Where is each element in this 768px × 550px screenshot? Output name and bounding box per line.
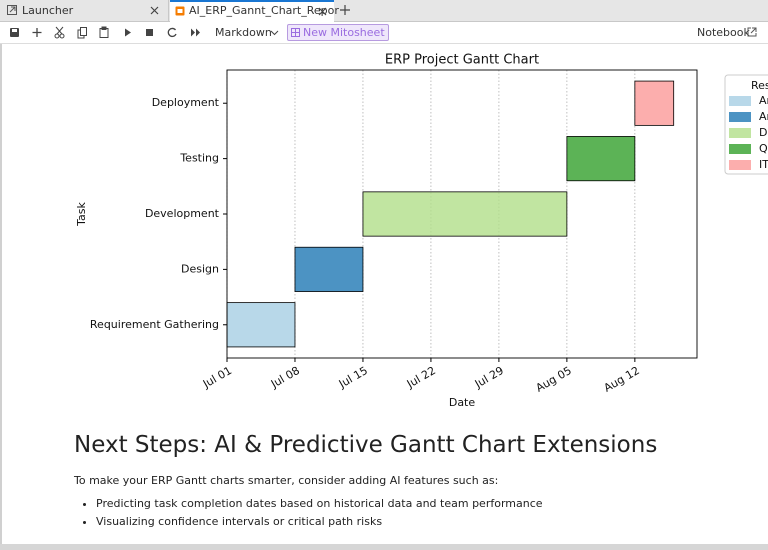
x-tick-label: Aug 12 xyxy=(602,364,642,395)
legend-swatch xyxy=(729,128,751,138)
cell-type-dropdown[interactable]: Markdown xyxy=(215,26,272,39)
paste-button[interactable] xyxy=(99,26,109,38)
notebook-toolbar: Markdown New Mitosheet Notebook xyxy=(0,22,768,44)
x-tick-label: Aug 05 xyxy=(534,364,574,395)
legend-label: Q xyxy=(759,142,768,155)
markdown-list: Predicting task completion dates based o… xyxy=(74,497,754,528)
run-button[interactable] xyxy=(125,28,131,37)
cell-border xyxy=(0,44,2,544)
cut-button[interactable] xyxy=(54,26,65,39)
external-icon xyxy=(747,27,757,37)
chart-title: ERP Project Gantt Chart xyxy=(385,53,539,68)
x-tick-label: Jul 29 xyxy=(472,364,506,391)
y-tick-label: Development xyxy=(145,207,220,220)
tab-bar: Launcher AI_ERP_Gannt_Chart_Repor xyxy=(0,0,768,22)
notebook-icon xyxy=(175,6,185,16)
dropdown-caret xyxy=(270,30,279,36)
list-item: Visualizing confidence intervals or crit… xyxy=(96,515,754,528)
new-tab-button[interactable] xyxy=(339,4,351,16)
scrollbar xyxy=(0,544,768,550)
stop-button[interactable] xyxy=(146,29,153,36)
kernel-link[interactable]: Notebook xyxy=(697,26,750,39)
legend-title: Res xyxy=(751,79,768,92)
task-bar xyxy=(226,302,296,348)
mitosheet-button[interactable]: New Mitosheet xyxy=(287,24,389,41)
x-tick-label: Jul 08 xyxy=(268,364,302,391)
mitosheet-icon xyxy=(291,28,300,37)
legend-label: IT xyxy=(759,158,768,171)
restart-button[interactable] xyxy=(167,27,177,38)
list-item: Predicting task completion dates based o… xyxy=(96,497,754,510)
plot-frame xyxy=(226,69,698,359)
launcher-tab[interactable]: Launcher xyxy=(0,0,169,21)
toolbar-icons xyxy=(10,26,200,39)
run-all-button[interactable] xyxy=(191,28,200,37)
kernel-label: Notebook xyxy=(697,26,750,39)
legend-label: Ar xyxy=(759,110,768,123)
task-bar xyxy=(634,80,675,126)
markdown-heading: Next Steps: AI & Predictive Gantt Chart … xyxy=(74,432,658,458)
tab-label: AI_ERP_Gannt_Chart_Repor xyxy=(189,4,339,17)
legend-label: Ar xyxy=(759,94,768,107)
cell-type-label: Markdown xyxy=(215,26,272,39)
markdown-paragraph: To make your ERP Gantt charts smarter, c… xyxy=(74,474,499,487)
task-bar xyxy=(362,191,568,237)
legend-swatch xyxy=(729,112,751,122)
copy-button[interactable] xyxy=(77,27,87,39)
legend-label: D xyxy=(759,126,767,139)
legend-swatch xyxy=(729,144,751,154)
x-tick-label: Jul 15 xyxy=(336,364,370,391)
gantt-chart: ERP Project Gantt Chart Jul 01 Jul 08 Jul 1… xyxy=(75,53,768,409)
y-axis-label: Task xyxy=(75,202,88,227)
y-tick-label: Deployment xyxy=(152,96,220,109)
mitosheet-label: New Mitosheet xyxy=(303,26,385,39)
close-icon[interactable] xyxy=(318,7,327,16)
x-axis-label: Date xyxy=(449,396,476,409)
tab-label: Launcher xyxy=(22,4,74,17)
save-button[interactable] xyxy=(10,28,19,37)
task-bar xyxy=(566,136,636,182)
markdown-cell: Next Steps: AI & Predictive Gantt Chart … xyxy=(74,432,754,533)
x-tick-label: Jul 01 xyxy=(200,364,234,391)
close-icon[interactable] xyxy=(150,6,159,15)
launcher-icon xyxy=(7,5,17,15)
task-bar xyxy=(294,246,364,292)
insert-button[interactable] xyxy=(32,28,42,37)
legend-swatch xyxy=(729,160,751,170)
y-tick-label: Testing xyxy=(179,152,219,165)
x-tick-label: Jul 22 xyxy=(404,364,438,391)
y-tick-label: Requirement Gathering xyxy=(90,318,219,331)
legend-swatch xyxy=(729,96,751,106)
y-tick-label: Design xyxy=(181,262,219,275)
notebook-tab[interactable]: AI_ERP_Gannt_Chart_Repor xyxy=(170,0,339,22)
